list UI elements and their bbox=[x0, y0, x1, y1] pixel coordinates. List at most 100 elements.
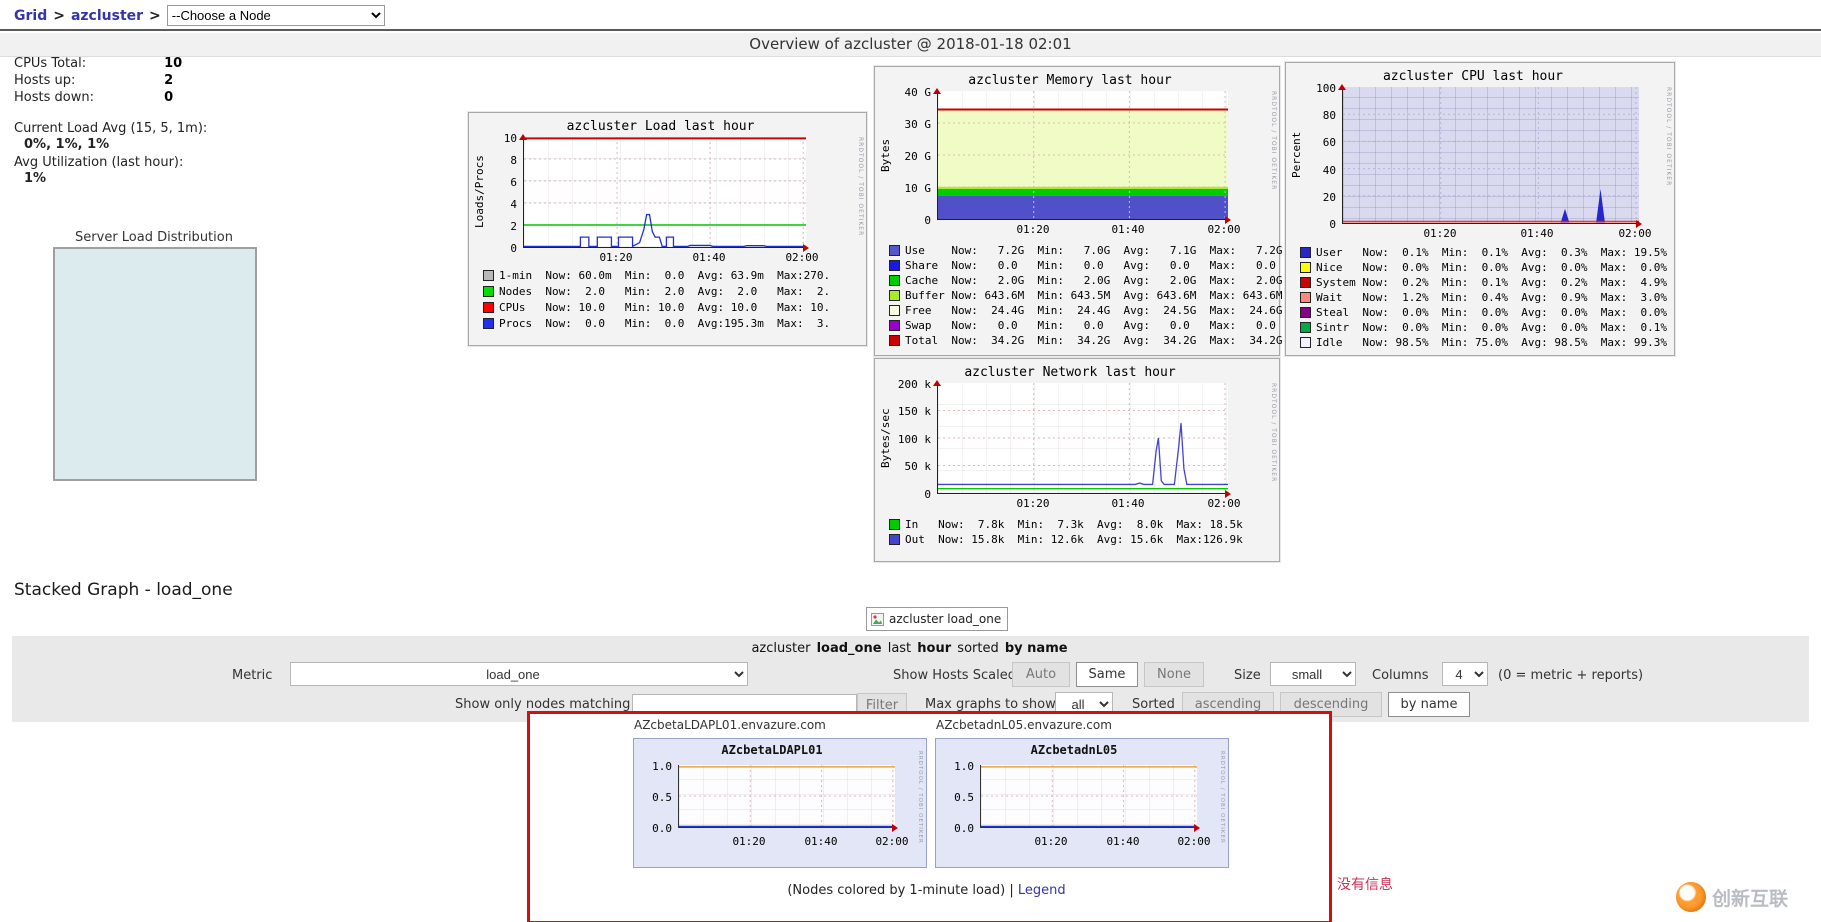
graph-plot bbox=[1338, 84, 1642, 228]
broken-image-icon bbox=[871, 612, 884, 626]
x-tick: 01:20 bbox=[1034, 835, 1068, 848]
scale-same-button[interactable]: Same bbox=[1076, 662, 1138, 687]
y-tick: 100 bbox=[1316, 82, 1336, 95]
legend-row: System Now: 0.2% Min: 0.1% Avg: 0.2% Max… bbox=[1300, 275, 1667, 290]
avg-util-label: Avg Utilization (last hour): bbox=[14, 155, 184, 170]
max-graphs-label: Max graphs to show bbox=[925, 697, 1056, 712]
size-select[interactable]: small bbox=[1270, 662, 1356, 686]
node-filter-input[interactable] bbox=[632, 694, 857, 716]
cluster-memory-graph[interactable]: azcluster Memory last hour Bytes 40 G 30… bbox=[874, 66, 1283, 356]
x-tick: 02:00 bbox=[785, 251, 819, 264]
legend-swatch bbox=[1300, 307, 1311, 318]
cluster-network-graph[interactable]: azcluster Network last hour Bytes/sec 20… bbox=[874, 358, 1280, 562]
y-tick: 200 k bbox=[897, 378, 931, 391]
legend-swatch bbox=[889, 275, 900, 286]
logo-icon bbox=[1676, 882, 1706, 912]
node-select[interactable]: --Choose a Node bbox=[166, 5, 385, 26]
columns-select[interactable]: 4 bbox=[1442, 662, 1488, 686]
y-tick: 100 k bbox=[897, 433, 931, 446]
metric-label: Metric bbox=[232, 668, 273, 683]
graph-plot bbox=[933, 88, 1231, 224]
scale-none-button[interactable]: None bbox=[1144, 662, 1204, 687]
load-avg-label: Current Load Avg (15, 5, 1m): bbox=[14, 121, 208, 136]
y-tick: 40 G bbox=[904, 86, 932, 99]
load-avg-value: 0%, 1%, 1% bbox=[24, 137, 110, 152]
metric-select[interactable]: load_one bbox=[290, 662, 748, 686]
legend-row: Wait Now: 1.2% Min: 0.4% Avg: 0.9% Max: … bbox=[1300, 290, 1667, 305]
legend-text: Steal Now: 0.0% Min: 0.0% Avg: 0.0% Max:… bbox=[1316, 306, 1667, 319]
legend-row: Steal Now: 0.0% Min: 0.0% Avg: 0.0% Max:… bbox=[1300, 305, 1667, 320]
y-tick: 8 bbox=[510, 154, 517, 167]
legend-swatch bbox=[483, 301, 494, 313]
divider bbox=[0, 29, 1821, 31]
stat-hosts-down: Hosts down: 0 bbox=[14, 90, 173, 105]
stat-cpus-total: CPUs Total: 10 bbox=[14, 56, 182, 71]
host-graph-azcbetaldapl01[interactable]: AZcbetaLDAPL01 1.0 0.5 0.0 01:20 01:40 0… bbox=[633, 738, 927, 868]
legend-row: Cache Now: 2.0G Min: 2.0G Avg: 2.0G Max:… bbox=[889, 273, 1283, 288]
y-tick: 1.0 bbox=[652, 760, 672, 773]
legend-row: Buffer Now: 643.6M Min: 643.5M Avg: 643.… bbox=[889, 288, 1283, 303]
stacked-graph-placeholder[interactable]: azcluster load_one bbox=[866, 607, 1009, 631]
legend-swatch bbox=[889, 320, 900, 331]
y-tick: 1.0 bbox=[954, 760, 974, 773]
y-tick: 0.5 bbox=[652, 791, 672, 804]
legend-text: Cache Now: 2.0G Min: 2.0G Avg: 2.0G Max:… bbox=[905, 274, 1283, 287]
rrdtool-watermark: RRDTOOL / TOBI OETIKER bbox=[1270, 91, 1277, 191]
cluster-cpu-graph[interactable]: azcluster CPU last hour Percent 100 80 6… bbox=[1285, 62, 1675, 356]
site-logo[interactable]: 创新互联 bbox=[1676, 882, 1788, 912]
cluster-load-graph[interactable]: azcluster Load last hour Loads/Procs 10 … bbox=[468, 112, 867, 346]
y-tick: 60 bbox=[1322, 136, 1336, 149]
filter-label: Show only nodes matching bbox=[455, 697, 631, 712]
y-tick: 0.0 bbox=[652, 822, 672, 835]
legend-text: Nodes Now: 2.0 Min: 2.0 Avg: 2.0 Max: 2. bbox=[499, 284, 831, 298]
rrdtool-watermark: RRDTOOL / TOBI OETIKER bbox=[1219, 751, 1225, 844]
legend-swatch bbox=[1300, 337, 1311, 348]
x-tick: 01:40 bbox=[1111, 497, 1145, 510]
legend-row: Out Now: 15.8k Min: 12.6k Avg: 15.6k Max… bbox=[889, 532, 1269, 547]
avg-util-value: 1% bbox=[24, 171, 47, 186]
legend-row: Procs Now: 0.0 Min: 0.0 Avg:195.3m Max: … bbox=[483, 315, 856, 331]
legend-text: Use Now: 7.2G Min: 7.0G Avg: 7.1G Max: 7… bbox=[905, 244, 1283, 257]
host-link-azcbetadnl05[interactable]: AZcbetadnL05.envazure.com bbox=[936, 718, 1112, 732]
legend-row: User Now: 0.1% Min: 0.1% Avg: 0.3% Max: … bbox=[1300, 245, 1667, 260]
legend-swatch bbox=[1300, 322, 1311, 333]
host-graph-title: AZcbetaLDAPL01 bbox=[721, 743, 823, 757]
x-tick: 01:40 bbox=[1111, 223, 1145, 236]
nodes-caption: (Nodes colored by 1-minute load) | Legen… bbox=[527, 883, 1326, 898]
x-tick: 01:20 bbox=[599, 251, 633, 264]
graph-title: azcluster CPU last hour bbox=[1382, 69, 1563, 84]
sort-descending-button[interactable]: descending bbox=[1280, 692, 1382, 717]
legend-text: 1-min Now: 60.0m Min: 0.0 Avg: 63.9m Max… bbox=[499, 268, 831, 282]
scale-auto-button[interactable]: Auto bbox=[1012, 662, 1070, 687]
stat-label: CPUs Total: bbox=[14, 56, 87, 71]
host-link-azcbetaldapl01[interactable]: AZcbetaLDAPL01.envazure.com bbox=[634, 718, 826, 732]
columns-label: Columns bbox=[1372, 668, 1429, 683]
legend-text: Out Now: 15.8k Min: 12.6k Avg: 15.6k Max… bbox=[905, 533, 1243, 546]
breadcrumb-cluster-link[interactable]: azcluster bbox=[70, 7, 144, 24]
legend-text: Procs Now: 0.0 Min: 0.0 Avg:195.3m Max: … bbox=[499, 316, 831, 330]
sort-by-name-button[interactable]: by name bbox=[1388, 692, 1470, 717]
caption-text: (Nodes colored by 1-minute load) bbox=[787, 883, 1006, 898]
legend-row: Use Now: 7.2G Min: 7.0G Avg: 7.1G Max: 7… bbox=[889, 243, 1283, 258]
stat-value: 10 bbox=[164, 56, 183, 71]
legend-row: Free Now: 24.4G Min: 24.4G Avg: 24.5G Ma… bbox=[889, 303, 1283, 318]
x-tick: 01:40 bbox=[804, 835, 838, 848]
x-tick: 01:20 bbox=[1423, 227, 1457, 240]
breadcrumb-separator: > bbox=[149, 7, 161, 24]
stat-hosts-up: Hosts up: 2 bbox=[14, 73, 173, 88]
legend-text: CPUs Now: 10.0 Min: 10.0 Avg: 10.0 Max: … bbox=[499, 300, 831, 314]
legend-row: Sintr Now: 0.0% Min: 0.0% Avg: 0.0% Max:… bbox=[1300, 320, 1667, 335]
legend-text: Swap Now: 0.0 Min: 0.0 Avg: 0.0 Max: 0.0 bbox=[905, 319, 1276, 332]
placeholder-label: azcluster load_one bbox=[889, 612, 1002, 626]
legend-swatch bbox=[483, 269, 494, 281]
legend-text: Buffer Now: 643.6M Min: 643.5M Avg: 643.… bbox=[905, 289, 1283, 302]
x-tick: 02:00 bbox=[1177, 835, 1211, 848]
y-tick: 0 bbox=[924, 214, 931, 227]
legend-link[interactable]: Legend bbox=[1017, 883, 1066, 898]
host-graph-azcbetadnl05[interactable]: AZcbetadnL05 1.0 0.5 0.0 01:20 01:40 02:… bbox=[935, 738, 1229, 868]
graph-title: azcluster Network last hour bbox=[964, 365, 1176, 380]
breadcrumb-separator: > bbox=[53, 7, 65, 24]
graph-legend: Use Now: 7.2G Min: 7.0G Avg: 7.1G Max: 7… bbox=[889, 243, 1283, 348]
breadcrumb-grid-link[interactable]: Grid bbox=[14, 7, 48, 24]
y-tick: 50 k bbox=[904, 460, 932, 473]
